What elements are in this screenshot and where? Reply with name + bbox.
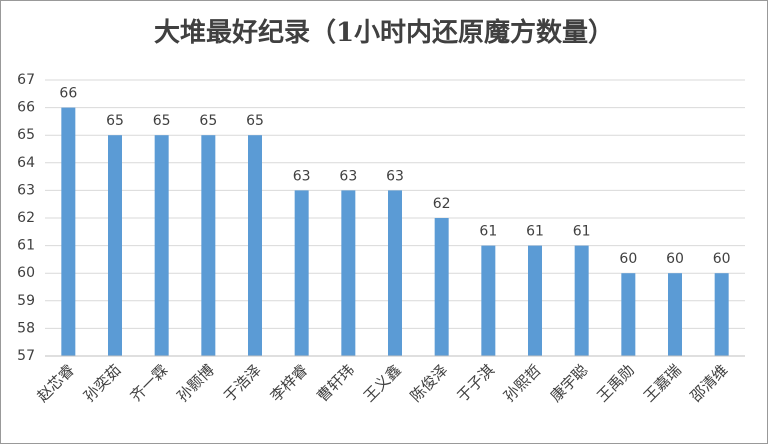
data-label: 63 [293, 168, 311, 184]
bar [388, 190, 402, 356]
y-tick-label: 57 [17, 348, 35, 364]
y-tick-label: 63 [17, 182, 35, 198]
bar [341, 190, 356, 356]
data-label: 61 [526, 224, 544, 240]
bar [668, 273, 682, 356]
y-tick-label: 60 [17, 265, 35, 281]
bar [528, 245, 542, 356]
y-tick-label: 64 [17, 155, 35, 171]
data-label: 63 [386, 168, 404, 184]
bar [154, 135, 169, 356]
y-tick-label: 58 [17, 320, 35, 336]
y-tick-label: 62 [17, 210, 35, 226]
y-tick-label: 66 [17, 100, 35, 116]
y-tick-label: 67 [17, 72, 35, 88]
data-label: 61 [479, 224, 497, 240]
data-label: 63 [339, 168, 357, 184]
data-label: 66 [59, 86, 77, 102]
data-label: 65 [246, 113, 264, 129]
y-tick-label: 61 [17, 238, 35, 254]
chart-title: 大堆最好纪录（1小时内还原魔方数量） [154, 17, 614, 48]
data-label: 61 [573, 224, 591, 240]
bar [61, 107, 76, 356]
bar [714, 273, 729, 356]
data-label: 60 [619, 251, 637, 267]
data-label: 65 [106, 113, 124, 129]
data-label: 65 [153, 113, 171, 129]
bar [481, 245, 496, 356]
data-label: 62 [433, 196, 451, 212]
data-label: 65 [199, 113, 217, 129]
data-label: 60 [713, 251, 731, 267]
data-label: 60 [666, 251, 684, 267]
bar [108, 135, 122, 356]
bar [434, 218, 449, 356]
bar [248, 135, 262, 356]
bar [621, 273, 636, 356]
bar [201, 135, 216, 356]
y-tick-label: 65 [17, 127, 35, 143]
y-tick-label: 59 [17, 293, 35, 309]
bar [574, 245, 589, 356]
bar [294, 190, 309, 356]
